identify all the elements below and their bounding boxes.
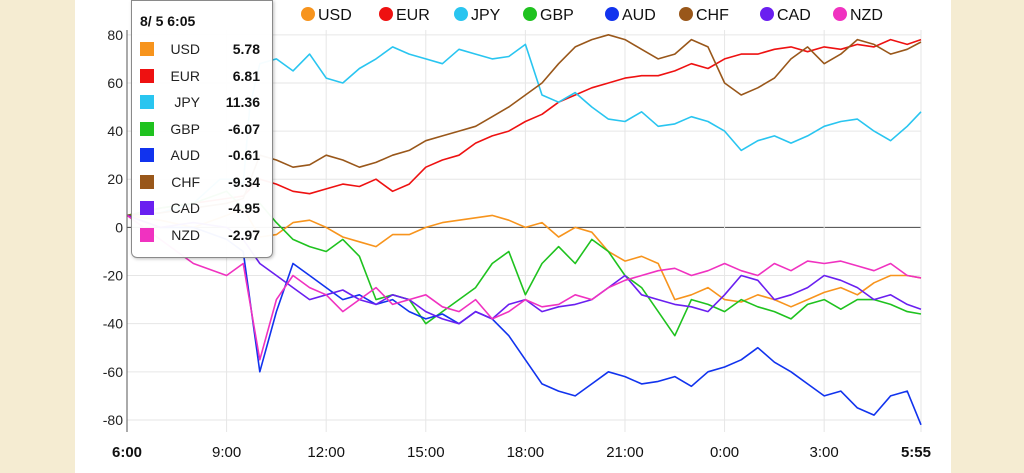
y-tick-label: 20 [107, 171, 123, 187]
series-line-aud [126, 214, 922, 426]
tooltip-swatch [140, 227, 154, 242]
crosshair-tooltip: 8/ 5 6:05 USD 5.78 EUR 6.81 JPY 11.36 GBP -6.07… [131, 0, 273, 258]
tooltip-currency: AUD [170, 147, 200, 163]
x-tick-label: 5:55 [901, 444, 931, 461]
tooltip-swatch [140, 95, 154, 109]
legend-marker [605, 7, 619, 21]
x-tick-label: 9:00 [212, 444, 241, 461]
y-tick-label: -60 [103, 364, 123, 380]
tooltip-currency: NZD [171, 226, 200, 243]
tooltip-value: -0.61 [228, 147, 260, 163]
y-tick-label: -40 [103, 316, 123, 332]
legend-marker [760, 7, 774, 21]
tooltip-swatch [140, 42, 154, 56]
tooltip-value: 5.78 [232, 41, 260, 57]
y-tick-label: -20 [103, 268, 123, 284]
series-line-gbp [126, 190, 922, 337]
legend-label: CAD [777, 7, 811, 24]
series-line-usd [126, 207, 922, 308]
tooltip-row-nzd: NZD -2.97 [132, 225, 274, 245]
tooltip-currency: USD [170, 41, 200, 57]
x-tick-label: 15:00 [407, 444, 445, 461]
y-tick-label: 60 [107, 75, 123, 91]
tooltip-time: 8/ 5 6:05 [140, 13, 196, 29]
y-tick-label: 0 [115, 219, 123, 235]
legend-marker [454, 7, 468, 21]
legend-item-eur: EUR [379, 7, 430, 24]
legend-layer: USD EUR JPY GBP AUD CHF CAD NZD [301, 7, 883, 24]
legend-marker [833, 7, 847, 21]
legend-label: JPY [471, 7, 501, 24]
tooltip-value: -9.34 [228, 173, 260, 190]
tooltip-currency: CHF [171, 173, 200, 190]
legend-label: EUR [396, 7, 430, 24]
x-tick-label: 0:00 [710, 444, 739, 461]
tooltip-swatch [140, 121, 154, 136]
tooltip-currency: CAD [170, 200, 200, 216]
tooltip-row-gbp: GBP -6.07 [132, 119, 274, 139]
tooltip-swatch [140, 174, 154, 189]
legend-label: AUD [622, 7, 656, 24]
y-tick-label: 80 [107, 27, 123, 43]
tooltip-value: -2.97 [228, 226, 260, 243]
tooltip-currency: GBP [170, 120, 200, 137]
series-line-chf [126, 33, 922, 217]
axis-layer: -80 -60 -40 -20 0 20 40 60 80 6:00 9:00 12:00 15:00 1… [103, 27, 931, 461]
tooltip-currency: JPY [174, 94, 200, 110]
legend-marker [379, 7, 393, 21]
tooltip-row-cad: CAD -4.95 [132, 198, 274, 218]
tooltip-swatch [140, 68, 154, 83]
legend-item-chf: CHF [679, 7, 729, 24]
y-tick-label: -80 [103, 412, 123, 428]
x-tick-label: 6:00 [112, 444, 142, 461]
legend-label: USD [318, 7, 352, 24]
tooltip-value: -6.07 [228, 120, 260, 137]
x-tick-label: 21:00 [606, 444, 644, 461]
legend-item-aud: AUD [605, 7, 656, 24]
legend-item-gbp: GBP [523, 7, 574, 24]
tooltip-value: 6.81 [232, 67, 260, 84]
legend-item-usd: USD [301, 7, 352, 24]
tooltip-row-chf: CHF -9.34 [132, 172, 274, 192]
tooltip-swatch [140, 148, 154, 162]
tooltip-value: -4.95 [228, 200, 260, 216]
legend-marker [523, 7, 537, 21]
tooltip-value: 11.36 [225, 94, 260, 110]
x-tick-label: 18:00 [507, 444, 545, 461]
tooltip-row-aud: AUD -0.61 [132, 145, 274, 165]
series-line-cad [126, 214, 922, 325]
tooltip-row-jpy: JPY 11.36 [132, 92, 274, 112]
tooltip-row-eur: EUR 6.81 [132, 66, 274, 86]
legend-label: CHF [696, 7, 729, 24]
legend-label: NZD [850, 7, 883, 24]
legend-marker [679, 7, 693, 21]
legend-item-nzd: NZD [833, 7, 883, 24]
series-line-eur [126, 38, 922, 217]
legend-marker [301, 7, 315, 21]
series-line-nzd [126, 214, 922, 361]
y-tick-label: 40 [107, 123, 123, 139]
legend-item-jpy: JPY [454, 7, 501, 24]
x-tick-label: 3:00 [810, 444, 839, 461]
legend-item-cad: CAD [760, 7, 811, 24]
legend-label: GBP [540, 7, 574, 24]
tooltip-currency: EUR [170, 67, 200, 84]
tooltip-swatch [140, 201, 154, 215]
tooltip-row-usd: USD 5.78 [132, 39, 274, 59]
chart-panel: -80 -60 -40 -20 0 20 40 60 80 6:00 9:00 12:00 15:00 1… [75, 0, 951, 473]
x-tick-label: 12:00 [307, 444, 345, 461]
